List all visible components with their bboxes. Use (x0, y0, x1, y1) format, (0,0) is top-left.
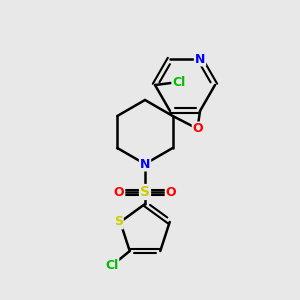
Text: N: N (195, 52, 205, 65)
Text: O: O (166, 185, 176, 199)
Text: S: S (114, 215, 123, 229)
Text: N: N (140, 158, 150, 170)
Text: O: O (114, 185, 124, 199)
Text: S: S (140, 185, 150, 199)
Text: Cl: Cl (105, 259, 118, 272)
Text: O: O (193, 122, 203, 136)
Text: Cl: Cl (172, 76, 186, 89)
